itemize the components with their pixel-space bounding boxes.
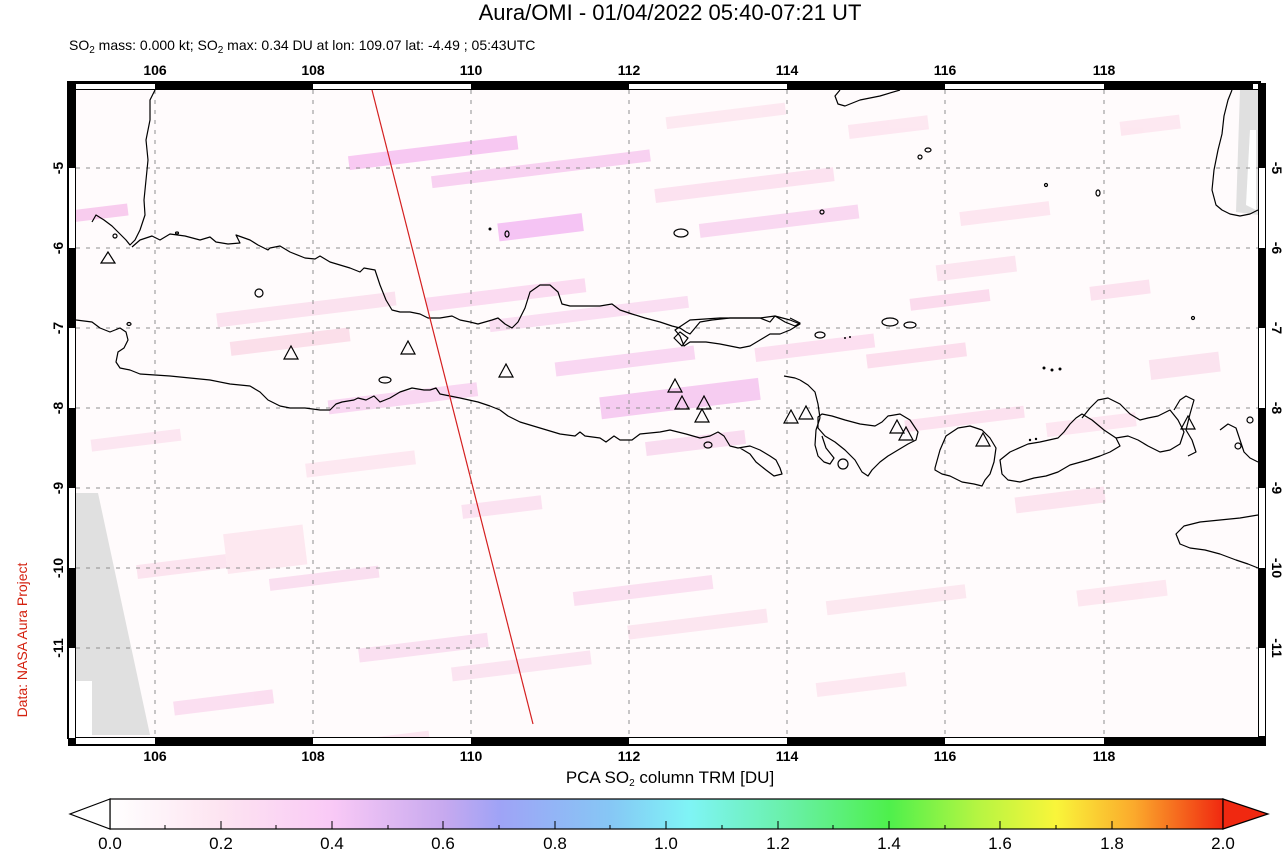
colorbar-tick-label: 1.4 [877,834,901,853]
lat-label-right: -9 [1269,481,1285,495]
colorbar-tick-label: 0.4 [320,834,344,853]
volcano-icon [897,425,915,441]
colorbar-tick-label: 0.2 [209,834,233,853]
volcano-icon [399,339,417,355]
colorbar-tick-label: 0.0 [98,834,122,853]
volcano-markers [99,250,1197,447]
volcano-icon [673,394,691,410]
lat-label-right: -10 [1269,557,1285,579]
lat-label-left: -8 [50,401,66,415]
subtitle-max-text: max: 0.34 DU at lon: 109.07 lat: -4.49 ;… [223,37,536,53]
colorbar-title-post: column TRM [DU] [634,768,775,787]
lat-label-right: -11 [1269,638,1285,658]
colorbar-title-subscript: 2 [629,778,635,789]
lat-label-left: -9 [50,481,66,495]
volcano-icon [666,377,684,393]
subtitle-subscript: 2 [89,45,95,56]
map-frame [67,81,1266,746]
volcano-icon [1179,414,1197,430]
colorbar-tick-label: 0.8 [543,834,567,853]
lat-label-right: -7 [1269,321,1285,335]
lon-label-top: 108 [301,62,325,78]
chart-subtitle: SO2 mass: 0.000 kt; SO2 max: 0.34 DU at … [69,36,535,60]
lat-label-left: -7 [50,321,66,335]
colorbar [68,798,1270,830]
volcano-icon [888,418,906,434]
lat-label-right: -5 [1269,161,1285,175]
map-plot-area [76,90,1258,737]
volcano-icon [99,250,117,264]
lon-label-bottom: 110 [459,748,483,764]
colorbar-tick-label: 0.6 [431,834,455,853]
volcano-icon [497,362,515,378]
lat-label-right: -6 [1269,241,1285,255]
volcano-icon [797,404,815,420]
lat-label-left: -10 [50,557,66,579]
chart-title: Aura/OMI - 01/04/2022 05:40-07:21 UT [478,0,862,25]
subtitle-subscript: 2 [217,45,224,56]
coastlines [76,90,1258,569]
subtitle-mass-text: mass: 0.000 kt; SO [94,37,218,53]
volcano-icon [782,408,800,424]
lon-label-bottom: 108 [301,748,325,764]
lon-label-top: 106 [143,62,167,78]
lon-label-top: 118 [1092,62,1116,78]
colorbar-tick-label: 1.8 [1100,834,1124,853]
lon-label-bottom: 116 [933,748,957,764]
subtitle-so2-label: SO [69,37,90,53]
volcano-icon [693,407,711,423]
lon-label-top: 114 [775,62,799,78]
colorbar-tick-label: 1.2 [766,834,790,853]
lon-label-bottom: 106 [143,748,167,764]
graticule [76,90,1258,737]
colorbar-max-arrow [1222,798,1270,830]
colorbar-title-pre: PCA SO [565,768,630,787]
lat-label-right: -8 [1269,401,1285,415]
lon-label-bottom: 114 [775,748,799,764]
orbit-track-line [371,90,534,725]
missing-data-west [76,493,150,735]
lon-label-top: 110 [459,62,483,78]
lon-label-bottom: 118 [1092,748,1116,764]
lon-label-top: 116 [933,62,957,78]
colorbar-tick-label: 2.0 [1211,834,1235,853]
lon-label-top: 112 [617,62,641,78]
colorbar-tick-label: 1.6 [988,834,1012,853]
volcano-icon [695,394,713,410]
colorbar-min-arrow [68,798,111,830]
lat-label-left: -6 [50,241,66,255]
lon-label-bottom: 112 [617,748,641,764]
lat-label-left: -5 [50,161,66,175]
volcano-icon [282,344,300,360]
lat-label-left: -11 [50,638,66,658]
so2-field [76,90,1258,737]
colorbar-tick-label: 1.0 [654,834,678,853]
volcano-icon [974,431,992,447]
colorbar-title: PCA SO2 column TRM [DU] [0,768,1288,789]
